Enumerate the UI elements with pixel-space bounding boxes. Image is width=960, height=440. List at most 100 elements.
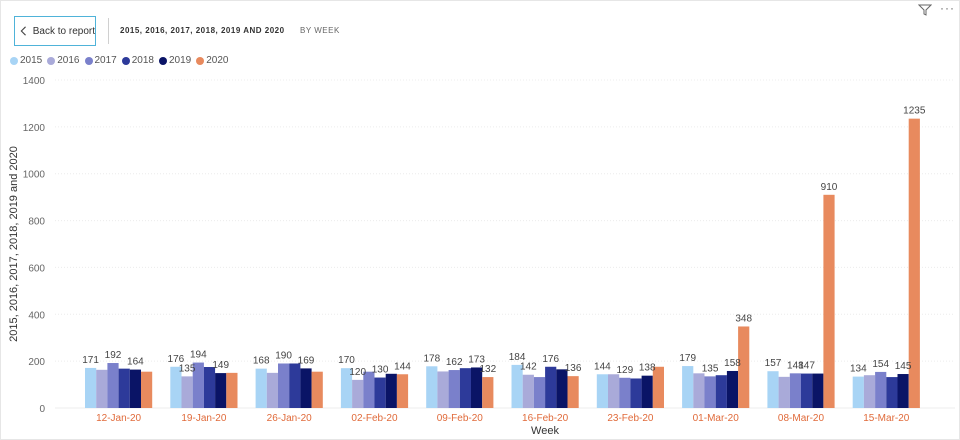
back-to-report-button[interactable]: Back to report [14,16,96,46]
bar-2015-19-Jan-20 [170,366,182,408]
bar-2018-01-Mar-20 [715,375,727,408]
bar-2018-19-Jan-20 [203,367,216,408]
x-tick-label: 15-Mar-20 [863,413,910,424]
bar-2016-01-Mar-20 [693,373,705,408]
bar-2018-09-Feb-20 [459,368,471,408]
bar-2017-16-Feb-20 [533,377,546,408]
bar-2019-15-Mar-20 [897,374,909,408]
bar-2020-08-Mar-20 [823,194,835,408]
bar-2017-15-Mar-20 [875,371,887,408]
bar-2020-23-Feb-20 [652,366,664,408]
x-tick-label: 08-Mar-20 [778,413,825,424]
legend-marker [121,56,130,65]
legend-label: 2016 [57,55,80,66]
bar-2018-26-Jan-20 [289,363,301,408]
bar-2015-01-Mar-20 [682,366,694,408]
legend-marker [84,56,93,65]
bar-2017-26-Jan-20 [278,363,290,408]
legend-item-2017[interactable]: 2017 [84,55,117,66]
legend-label: 2020 [206,55,229,66]
x-tick-label: 02-Feb-20 [351,413,398,424]
bar-2018-12-Jan-20 [118,368,130,408]
data-label: 144 [394,361,411,372]
y-tick-label: 0 [39,404,45,415]
data-label: 134 [850,364,867,375]
bar-2016-15-Mar-20 [863,375,876,408]
bar-2019-19-Jan-20 [215,373,227,408]
data-label: 171 [82,355,99,366]
data-label: 154 [872,359,889,370]
bar-2015-15-Mar-20 [852,376,864,408]
bar-2020-02-Feb-20 [396,374,409,408]
bar-2019-12-Jan-20 [129,369,141,408]
data-label: 136 [565,363,582,374]
data-label: 190 [275,350,292,361]
bar-2016-12-Jan-20 [96,369,108,408]
legend-item-2016[interactable]: 2016 [47,55,80,66]
x-axis-title: Week [531,425,559,437]
filter-icon[interactable] [918,4,932,16]
data-label: 158 [724,358,741,369]
y-tick-label: 800 [28,217,45,228]
x-tick-label: 23-Feb-20 [607,413,654,424]
bar-2020-19-Jan-20 [226,372,238,408]
bar-2017-09-Feb-20 [448,370,460,408]
legend-item-2018[interactable]: 2018 [121,55,154,66]
bar-2017-12-Jan-20 [107,363,119,408]
chevron-left-icon [20,26,26,36]
data-label: 148 [787,360,804,371]
bar-2018-02-Feb-20 [374,377,386,408]
x-tick-label: 12-Jan-20 [96,413,141,424]
bar-2015-23-Feb-20 [596,374,608,408]
bar-2019-16-Feb-20 [556,369,568,408]
legend-item-2015[interactable]: 2015 [10,55,42,66]
bar-2016-26-Jan-20 [266,372,278,408]
data-label: 130 [372,365,389,376]
bar-2018-08-Mar-20 [801,373,813,408]
bar-2016-23-Feb-20 [608,374,620,408]
data-label: 184 [509,352,526,363]
data-label: 910 [821,182,838,193]
drill-level-label: BY WEEK [300,26,340,35]
bar-2015-02-Feb-20 [340,368,353,408]
bar-2016-19-Jan-20 [181,376,193,408]
data-label: 179 [679,353,696,364]
bar-2016-02-Feb-20 [352,379,364,408]
bar-2018-23-Feb-20 [630,378,642,408]
data-label: 1235 [903,106,926,117]
data-label: 135 [179,363,196,374]
x-tick-label: 01-Mar-20 [693,413,740,424]
bar-2019-02-Feb-20 [385,373,397,408]
bar-2020-16-Feb-20 [567,376,579,408]
bar-2017-08-Mar-20 [789,373,801,408]
legend-item-2020[interactable]: 2020 [196,55,229,66]
data-label: 132 [479,364,496,375]
data-label: 142 [520,362,537,373]
data-label: 144 [594,361,611,372]
data-label: 129 [616,365,633,376]
data-label: 176 [542,354,559,365]
legend-marker [47,56,56,65]
bar-2019-08-Mar-20 [812,373,824,408]
bar-2020-01-Mar-20 [738,326,750,408]
data-label: 149 [212,360,229,371]
y-tick-label: 1400 [23,76,46,87]
more-options-icon[interactable]: ··· [940,1,955,15]
bar-2017-01-Mar-20 [704,376,716,408]
legend-marker [159,56,167,65]
x-tick-label: 09-Feb-20 [437,413,484,424]
data-label: 176 [168,354,185,365]
legend-item-2019[interactable]: 2019 [159,55,191,66]
bar-2019-09-Feb-20 [471,367,483,408]
bar-2016-09-Feb-20 [437,371,449,408]
data-label: 169 [298,355,315,366]
data-label: 170 [338,355,355,366]
x-tick-label: 19-Jan-20 [181,413,226,424]
data-label: 168 [253,356,270,367]
bar-2015-16-Feb-20 [511,364,523,408]
x-tick-label: 26-Jan-20 [267,413,312,424]
legend-label: 2018 [131,55,154,66]
data-label: 173 [468,354,485,365]
y-tick-label: 600 [28,263,45,274]
